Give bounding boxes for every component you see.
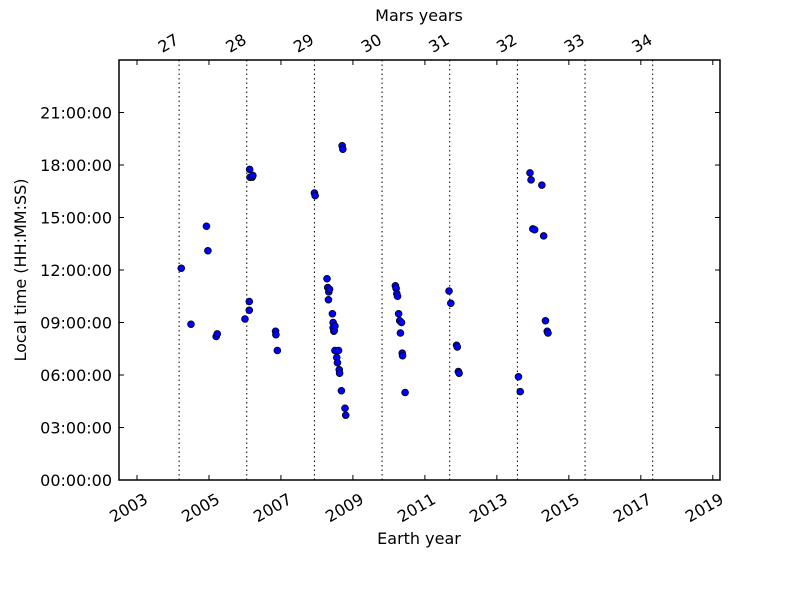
data-point bbox=[341, 411, 350, 420]
data-point bbox=[245, 165, 254, 174]
y-tick-label: 18:00:00 bbox=[40, 156, 112, 175]
y-axis-title: Local time (HH:MM:SS) bbox=[11, 178, 30, 361]
data-points bbox=[177, 141, 552, 420]
y-tick-label: 06:00:00 bbox=[40, 366, 112, 385]
data-point bbox=[538, 181, 546, 189]
data-point bbox=[333, 358, 342, 367]
data-point bbox=[527, 176, 535, 184]
x-tick-label: 2019 bbox=[682, 489, 727, 526]
data-point bbox=[325, 285, 334, 294]
data-point bbox=[526, 169, 534, 177]
x-tick-label: 2003 bbox=[106, 489, 151, 526]
data-point bbox=[202, 222, 211, 231]
y-tick-label: 00:00:00 bbox=[40, 471, 112, 490]
mars-year-label: 28 bbox=[222, 30, 249, 57]
data-point bbox=[401, 388, 409, 397]
y-tick-label: 03:00:00 bbox=[40, 419, 112, 438]
data-point bbox=[273, 346, 282, 355]
mars-year-label: 27 bbox=[155, 30, 182, 57]
data-point bbox=[397, 318, 406, 327]
data-point bbox=[213, 330, 222, 338]
data-point bbox=[323, 274, 331, 283]
data-point bbox=[539, 232, 548, 240]
data-point bbox=[394, 309, 403, 318]
data-point bbox=[455, 369, 463, 378]
data-point bbox=[177, 264, 186, 273]
data-point bbox=[311, 191, 319, 200]
mars-year-label: 30 bbox=[358, 30, 385, 57]
data-point bbox=[331, 322, 339, 330]
mars-year-label: 34 bbox=[628, 30, 655, 57]
data-point bbox=[453, 343, 462, 351]
data-point bbox=[337, 386, 346, 395]
y-tick-label: 15:00:00 bbox=[40, 209, 112, 228]
data-point bbox=[328, 309, 337, 318]
x-tick-label: 2015 bbox=[538, 489, 583, 526]
x-tick-label: 2005 bbox=[178, 489, 223, 526]
data-point bbox=[541, 316, 550, 325]
x-tick-label: 2011 bbox=[394, 489, 439, 526]
x-tick-label: 2017 bbox=[610, 489, 655, 526]
data-point bbox=[249, 171, 257, 180]
x-axis-title: Earth year bbox=[377, 529, 461, 548]
y-tick-label: 21:00:00 bbox=[40, 104, 112, 123]
data-point bbox=[341, 404, 349, 413]
data-point bbox=[241, 315, 249, 323]
data-point bbox=[544, 329, 552, 337]
data-point bbox=[245, 306, 254, 315]
mars-year-label: 31 bbox=[425, 30, 452, 57]
plot-area-background bbox=[119, 60, 720, 480]
plot-frame bbox=[118, 59, 721, 481]
mars-year-label: 33 bbox=[561, 30, 588, 57]
data-point bbox=[396, 329, 405, 337]
data-point bbox=[335, 369, 344, 378]
x-tick-label: 2007 bbox=[250, 489, 295, 526]
top-axis-title: Mars years bbox=[375, 6, 463, 25]
data-point bbox=[204, 246, 212, 255]
data-point bbox=[339, 145, 347, 154]
data-point bbox=[516, 387, 525, 396]
x-tick-label: 2009 bbox=[322, 489, 367, 526]
y-tick-label: 12:00:00 bbox=[40, 261, 112, 280]
data-point bbox=[245, 297, 254, 306]
mars-year-label: 32 bbox=[493, 30, 520, 57]
y-tick-label: 09:00:00 bbox=[40, 314, 112, 333]
data-point bbox=[393, 292, 402, 301]
data-point bbox=[445, 287, 453, 295]
data-point bbox=[324, 295, 333, 304]
data-point bbox=[530, 225, 539, 234]
data-point bbox=[447, 299, 455, 308]
data-point bbox=[334, 346, 343, 355]
data-point bbox=[514, 372, 523, 381]
data-point bbox=[272, 330, 280, 339]
x-tick-label: 2013 bbox=[466, 489, 511, 526]
data-point bbox=[187, 320, 195, 329]
data-point bbox=[398, 351, 407, 360]
axis-ticks bbox=[119, 60, 720, 481]
mars-year-label: 29 bbox=[290, 30, 317, 57]
